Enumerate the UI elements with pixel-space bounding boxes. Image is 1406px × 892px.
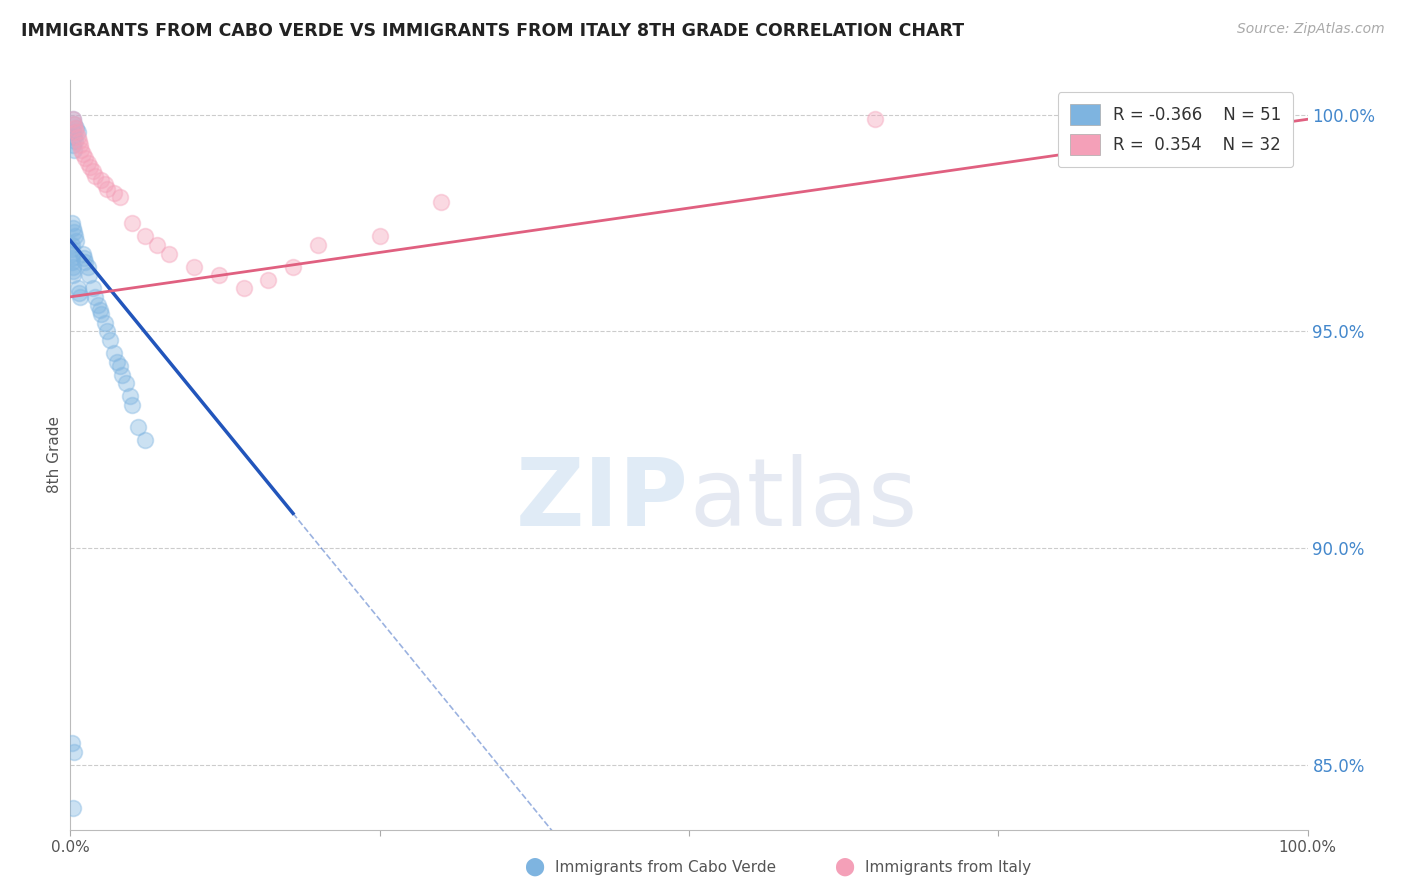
Point <box>70 143 93 157</box>
Point <box>863 112 886 127</box>
Point <box>65 120 87 135</box>
Point <box>108 359 131 373</box>
Point <box>183 260 205 274</box>
Point <box>121 216 143 230</box>
Point <box>65 125 87 139</box>
Point <box>65 134 87 148</box>
Point <box>60 246 83 260</box>
Point <box>208 268 231 282</box>
Point <box>98 333 121 347</box>
Point <box>65 229 87 244</box>
Point <box>82 281 104 295</box>
Point <box>94 178 117 192</box>
Text: Source: ZipAtlas.com: Source: ZipAtlas.com <box>1237 22 1385 37</box>
Point <box>60 736 83 750</box>
Point <box>77 268 100 282</box>
Point <box>63 143 86 157</box>
Point <box>62 138 84 153</box>
Point <box>134 229 156 244</box>
Point <box>121 398 143 412</box>
Point <box>157 246 180 260</box>
Point <box>75 151 97 165</box>
Point <box>66 129 89 144</box>
Text: ⬤: ⬤ <box>834 858 853 876</box>
Point <box>232 281 254 295</box>
Point <box>111 368 134 382</box>
Point <box>62 801 84 815</box>
Point <box>73 251 96 265</box>
Point <box>76 260 98 274</box>
Point <box>257 272 280 286</box>
Point <box>430 194 453 209</box>
Point <box>79 160 101 174</box>
Point <box>60 242 83 256</box>
Point <box>65 120 87 135</box>
Point <box>108 190 131 204</box>
Legend: R = -0.366    N = 51, R =  0.354    N = 32: R = -0.366 N = 51, R = 0.354 N = 32 <box>1059 93 1294 167</box>
Y-axis label: 8th Grade: 8th Grade <box>46 417 62 493</box>
Text: Immigrants from Italy: Immigrants from Italy <box>865 860 1031 874</box>
Point <box>96 181 118 195</box>
Point <box>84 169 107 183</box>
Point <box>307 238 329 252</box>
Text: IMMIGRANTS FROM CABO VERDE VS IMMIGRANTS FROM ITALY 8TH GRADE CORRELATION CHART: IMMIGRANTS FROM CABO VERDE VS IMMIGRANTS… <box>21 22 965 40</box>
Point <box>368 229 391 244</box>
Point <box>63 117 86 131</box>
Point <box>60 255 83 269</box>
Point <box>96 325 118 339</box>
Point <box>90 173 112 187</box>
Point <box>84 290 107 304</box>
Point <box>62 112 84 127</box>
Point <box>60 251 83 265</box>
Point <box>67 285 90 300</box>
Point <box>75 255 97 269</box>
Point <box>69 138 91 153</box>
Point <box>66 281 89 295</box>
Point <box>82 164 104 178</box>
Point <box>94 316 117 330</box>
Point <box>90 307 112 321</box>
Point <box>127 419 149 434</box>
Point <box>72 246 94 260</box>
Point <box>146 238 169 252</box>
Point <box>118 389 141 403</box>
Point <box>62 125 84 139</box>
Point <box>103 186 125 200</box>
Point <box>62 264 84 278</box>
Text: ZIP: ZIP <box>516 454 689 546</box>
Point <box>134 433 156 447</box>
Point <box>63 745 86 759</box>
Point <box>63 117 86 131</box>
Point <box>115 376 138 391</box>
Point <box>105 355 128 369</box>
Point <box>76 155 98 169</box>
Point <box>62 268 84 282</box>
Point <box>60 216 83 230</box>
Point <box>72 147 94 161</box>
Point <box>66 125 89 139</box>
Point <box>60 238 83 252</box>
Point <box>69 290 91 304</box>
Point <box>103 346 125 360</box>
Text: Immigrants from Cabo Verde: Immigrants from Cabo Verde <box>555 860 776 874</box>
Point <box>67 134 90 148</box>
Point <box>65 234 87 248</box>
Point <box>62 112 84 127</box>
Point <box>62 220 84 235</box>
Point <box>86 298 108 312</box>
Point <box>63 225 86 239</box>
Point <box>89 302 111 317</box>
Point <box>62 260 84 274</box>
Point <box>63 129 86 144</box>
Text: atlas: atlas <box>689 454 917 546</box>
Point <box>281 260 304 274</box>
Text: ⬤: ⬤ <box>524 858 544 876</box>
